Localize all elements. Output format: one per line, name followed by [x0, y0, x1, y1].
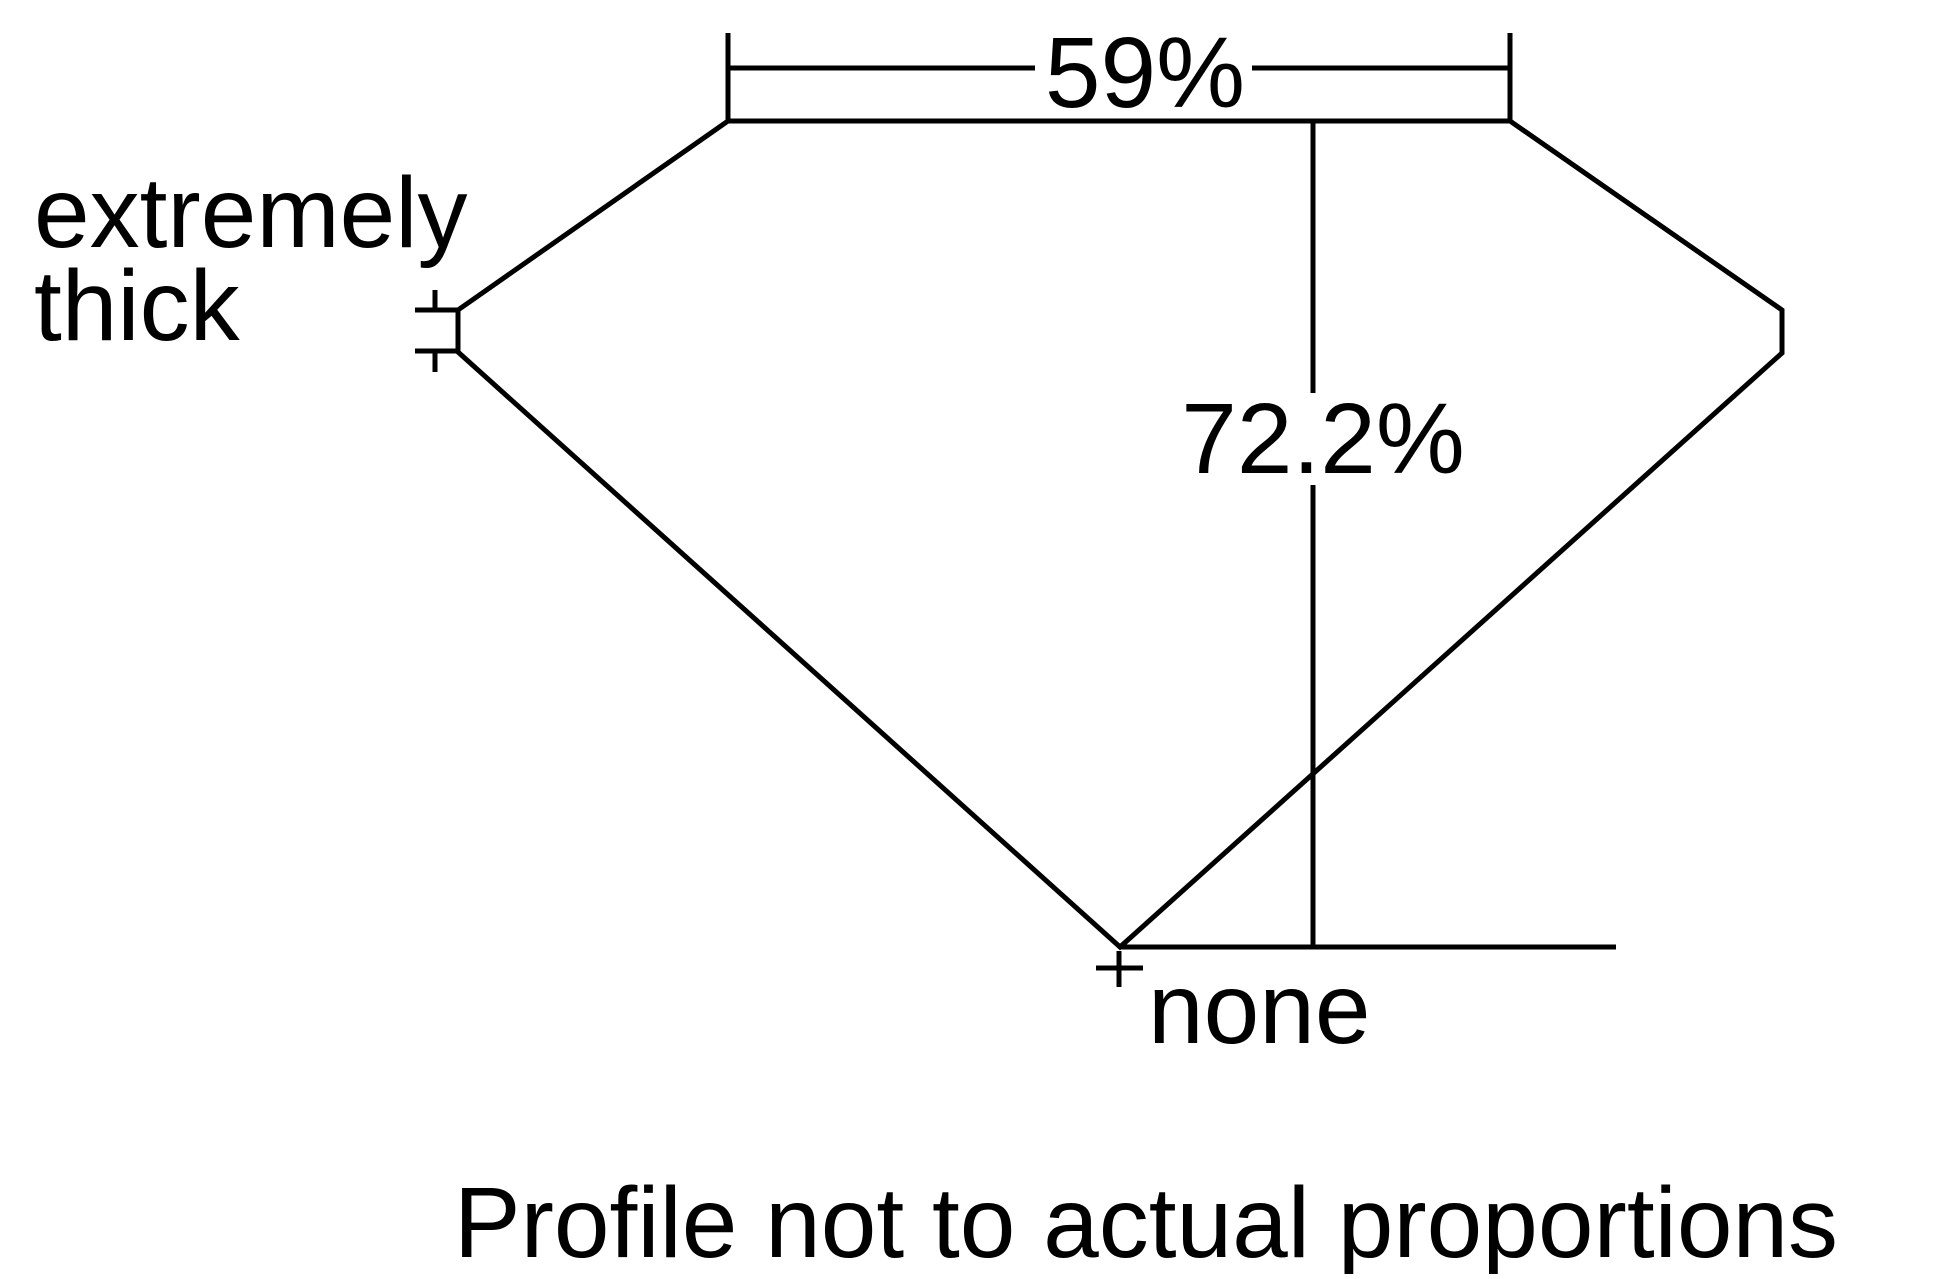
table-percentage-label: 59% — [1045, 17, 1245, 129]
diagram-linework — [415, 33, 1785, 987]
culet-label: none — [1148, 953, 1370, 1065]
girdle-thickness-ticks — [415, 290, 458, 372]
table-width-extension-ticks — [725, 33, 1513, 121]
diamond-outline — [455, 118, 1785, 951]
diagram-labels: extremely thick 59% 72.2% none Profile n… — [34, 17, 1838, 1279]
caption: Profile not to actual proportions — [454, 1167, 1838, 1274]
depth-percentage-label: 72.2% — [1181, 383, 1465, 495]
girdle-label-line2: thick — [34, 250, 241, 362]
girdle-label-line1: extremely — [34, 157, 467, 269]
culet-cross-marker — [1096, 951, 1143, 987]
